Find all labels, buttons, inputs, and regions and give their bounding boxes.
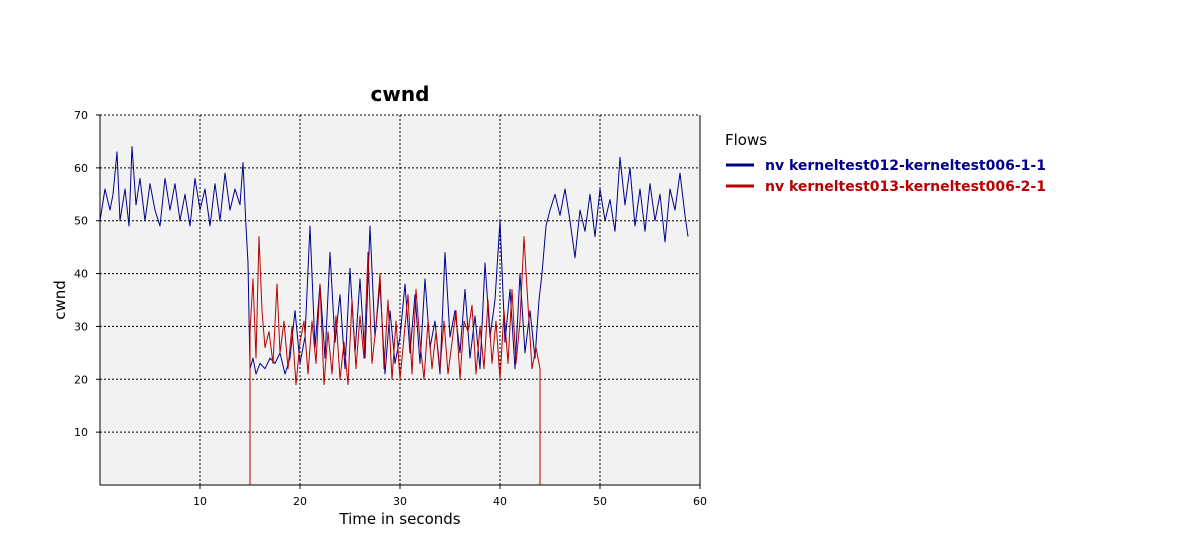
legend: Flows nv kerneltest012-kerneltest006-1-1… (725, 131, 1046, 195)
y-tick-label: 30 (74, 320, 88, 333)
legend-label-1: nv kerneltest012-kerneltest006-1-1 (765, 158, 1046, 174)
y-tick-label: 70 (74, 109, 88, 122)
y-axis-label: cwnd (51, 280, 69, 320)
x-axis-label: Time in seconds (338, 510, 460, 528)
y-tick-label: 60 (74, 162, 88, 175)
y-tick-label: 20 (74, 373, 88, 386)
tick-labels: 10 20 30 40 50 60 10 20 30 40 50 60 70 (74, 109, 707, 508)
legend-label-2: nv kerneltest013-kerneltest006-2-1 (765, 179, 1046, 195)
y-tick-label: 50 (74, 215, 88, 228)
axes (96, 114, 701, 489)
grid-lines (100, 114, 700, 485)
x-tick-label: 20 (293, 495, 307, 508)
series-line-2 (100, 236, 700, 486)
chart-title: cwnd (371, 82, 430, 106)
x-tick-label: 40 (493, 495, 507, 508)
legend-title: Flows (725, 131, 767, 149)
x-tick-label: 30 (393, 495, 407, 508)
series-line-1 (99, 146, 689, 375)
x-tick-label: 10 (193, 495, 207, 508)
x-tick-label: 50 (593, 495, 607, 508)
y-tick-label: 10 (74, 426, 88, 439)
series-layer (99, 146, 700, 486)
y-tick-label: 40 (74, 268, 88, 281)
x-tick-label: 60 (693, 495, 707, 508)
